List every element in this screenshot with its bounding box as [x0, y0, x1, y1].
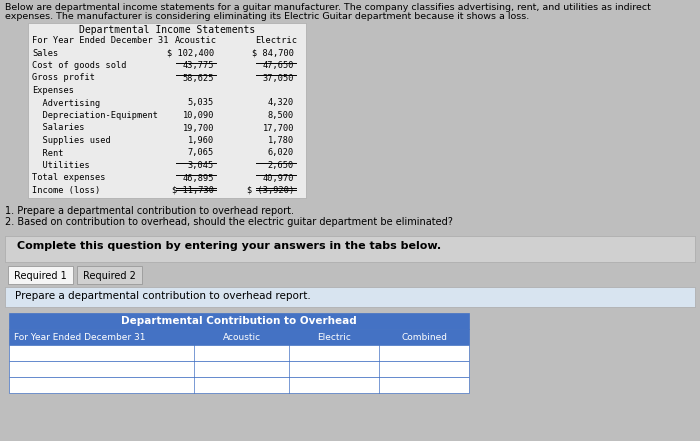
- Text: 37,050: 37,050: [262, 74, 294, 82]
- Text: Rent: Rent: [32, 149, 64, 157]
- Text: For Year Ended December 31: For Year Ended December 31: [14, 333, 146, 341]
- Bar: [9, 313, 469, 329]
- Text: Cost of goods sold: Cost of goods sold: [32, 61, 127, 70]
- Text: $ (3,920): $ (3,920): [246, 186, 294, 195]
- Text: 40,970: 40,970: [262, 173, 294, 183]
- Bar: [9, 329, 469, 345]
- Text: 1,960: 1,960: [188, 136, 214, 145]
- Bar: [8, 266, 73, 284]
- Text: 58,625: 58,625: [183, 74, 214, 82]
- Text: Gross profit: Gross profit: [32, 74, 95, 82]
- Text: 8,500: 8,500: [267, 111, 294, 120]
- Bar: [9, 361, 469, 377]
- Bar: [28, 23, 306, 198]
- Bar: [5, 236, 695, 262]
- Text: Combined: Combined: [401, 333, 447, 341]
- Text: $ 11,730: $ 11,730: [172, 186, 214, 195]
- Text: Sales: Sales: [32, 49, 58, 57]
- Text: 43,775: 43,775: [183, 61, 214, 70]
- Text: Acoustic: Acoustic: [175, 36, 217, 45]
- Text: $ 84,700: $ 84,700: [252, 49, 294, 57]
- Text: 47,650: 47,650: [262, 61, 294, 70]
- Text: Advertising: Advertising: [32, 98, 100, 108]
- Text: 1. Prepare a departmental contribution to overhead report.: 1. Prepare a departmental contribution t…: [5, 206, 294, 216]
- Text: Utilities: Utilities: [32, 161, 90, 170]
- Text: 2,650: 2,650: [267, 161, 294, 170]
- Text: Prepare a departmental contribution to overhead report.: Prepare a departmental contribution to o…: [15, 291, 311, 301]
- Text: 5,035: 5,035: [188, 98, 214, 108]
- Text: Departmental Contribution to Overhead: Departmental Contribution to Overhead: [121, 316, 357, 326]
- Text: expenses. The manufacturer is considering eliminating its Electric Guitar depart: expenses. The manufacturer is considerin…: [5, 12, 529, 21]
- Text: 2. Based on contribution to overhead, should the electric guitar department be e: 2. Based on contribution to overhead, sh…: [5, 217, 453, 227]
- Text: 46,895: 46,895: [183, 173, 214, 183]
- Bar: [9, 377, 469, 393]
- Text: Complete this question by entering your answers in the tabs below.: Complete this question by entering your …: [17, 241, 441, 251]
- Text: 19,700: 19,700: [183, 123, 214, 132]
- Bar: [5, 287, 695, 307]
- Text: Electric: Electric: [255, 36, 297, 45]
- Text: Supplies used: Supplies used: [32, 136, 111, 145]
- Text: 1,780: 1,780: [267, 136, 294, 145]
- Text: Depreciation-Equipment: Depreciation-Equipment: [32, 111, 158, 120]
- Text: 10,090: 10,090: [183, 111, 214, 120]
- Text: $ 102,400: $ 102,400: [167, 49, 214, 57]
- Text: 17,700: 17,700: [262, 123, 294, 132]
- Text: Departmental Income Statements: Departmental Income Statements: [79, 25, 255, 35]
- Text: Acoustic: Acoustic: [223, 333, 260, 341]
- Text: 6,020: 6,020: [267, 149, 294, 157]
- Text: Below are departmental income statements for a guitar manufacturer. The company : Below are departmental income statements…: [5, 3, 651, 12]
- Text: Electric: Electric: [317, 333, 351, 341]
- Text: Total expenses: Total expenses: [32, 173, 106, 183]
- Text: 3,045: 3,045: [188, 161, 214, 170]
- Text: Required 2: Required 2: [83, 271, 136, 281]
- Text: Salaries: Salaries: [32, 123, 85, 132]
- Text: For Year Ended December 31: For Year Ended December 31: [32, 36, 169, 45]
- Text: 4,320: 4,320: [267, 98, 294, 108]
- Text: Expenses: Expenses: [32, 86, 74, 95]
- Text: 7,065: 7,065: [188, 149, 214, 157]
- Text: Required 1: Required 1: [14, 271, 67, 281]
- Bar: [9, 345, 469, 361]
- Text: Income (loss): Income (loss): [32, 186, 100, 195]
- Bar: [77, 266, 142, 284]
